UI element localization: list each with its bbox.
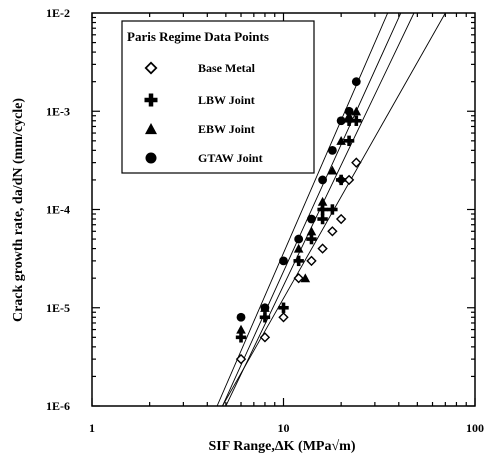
ebw-joint-point xyxy=(300,273,311,283)
legend-marker-ebw-joint xyxy=(145,123,157,135)
legend-box xyxy=(121,20,315,174)
gtaw-joint-point xyxy=(260,303,270,313)
legend: Paris Regime Data Points Base Metal LBW J… xyxy=(121,20,315,174)
lbw-joint-point xyxy=(317,213,328,225)
lbw-joint-point xyxy=(335,174,347,186)
legend-marker-gtaw-joint xyxy=(145,152,157,164)
gtaw-joint-point xyxy=(307,214,316,224)
gtaw-joint-point xyxy=(236,312,246,322)
x-tick-label: 1 xyxy=(89,421,95,435)
ebw-joint-point xyxy=(327,165,338,175)
gtaw-joint-point xyxy=(294,234,304,244)
gtaw-joint-point xyxy=(336,116,346,126)
lbw-joint-point xyxy=(278,302,289,313)
axis-tick-labels: 1 10 100 1E-6 1E-5 1E-4 1E-3 1E-2 xyxy=(46,6,484,435)
gtaw-joint-point xyxy=(279,256,288,266)
gtaw-joint-point xyxy=(318,175,327,185)
x-tick-label: 100 xyxy=(466,421,484,435)
y-tick-label: 1E-5 xyxy=(46,301,70,315)
lbw-joint-point xyxy=(327,204,338,215)
y-tick-label: 1E-2 xyxy=(46,6,70,20)
lbw-joint-point xyxy=(306,233,317,245)
ebw-joint-point xyxy=(236,324,246,334)
base-metal-point xyxy=(327,226,338,237)
lbw-joint-point xyxy=(343,115,355,126)
ebw-joint-point xyxy=(317,196,328,206)
y-tick-label: 1E-4 xyxy=(46,203,70,217)
legend-marker-base-metal xyxy=(144,61,158,75)
legend-label-lbw-joint: LBW Joint xyxy=(198,93,255,107)
base-metal-point xyxy=(235,353,247,365)
fit-line-2 xyxy=(222,13,402,406)
y-tick-label: 1E-6 xyxy=(46,399,70,413)
base-metal-point xyxy=(335,213,347,225)
lbw-joint-point xyxy=(235,332,247,343)
legend-label-ebw-joint: EBW Joint xyxy=(198,122,255,136)
lbw-joint-point xyxy=(293,255,304,267)
base-metal-point xyxy=(306,255,317,267)
gtaw-joint-point xyxy=(327,145,337,155)
base-metal-point xyxy=(259,332,271,343)
legend-title: Paris Regime Data Points xyxy=(127,29,269,44)
y-tick-label: 1E-3 xyxy=(46,104,70,118)
data-markers xyxy=(235,77,362,365)
ebw-joint-point xyxy=(351,106,362,116)
base-metal-point xyxy=(278,312,289,323)
lbw-joint-point xyxy=(317,204,328,215)
ebw-joint-point xyxy=(293,243,304,253)
legend-label-base-metal: Base Metal xyxy=(198,61,256,75)
lbw-joint-point xyxy=(259,312,271,323)
ebw-joint-point xyxy=(306,226,317,236)
axis-ticks xyxy=(91,13,476,407)
lbw-joint-point xyxy=(343,135,355,147)
gtaw-joint-point xyxy=(344,106,354,116)
x-tick-label: 10 xyxy=(278,421,290,435)
ebw-joint-point xyxy=(336,136,346,145)
base-metal-point xyxy=(351,157,362,168)
x-axis-label: SIF Range,ΔK (MPa√m) xyxy=(209,439,356,454)
y-axis-label: Crack growth rate, da/dN (mm/cycle) xyxy=(11,98,26,322)
legend-marker-lbw-joint xyxy=(144,93,158,107)
base-metal-point xyxy=(317,243,328,254)
lbw-joint-point xyxy=(351,115,362,126)
gtaw-joint-point xyxy=(351,77,361,87)
base-metal-point xyxy=(293,272,304,284)
legend-label-gtaw-joint: GTAW Joint xyxy=(198,151,263,165)
